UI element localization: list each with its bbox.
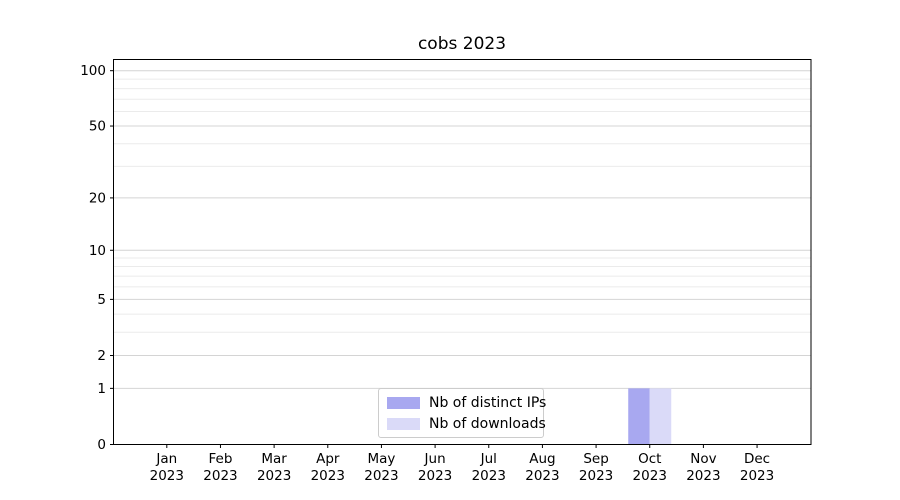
legend-label-distinct-ips: Nb of distinct IPs: [429, 394, 547, 411]
legend-entry-distinct-ips: Nb of distinct IPs: [387, 395, 546, 411]
y-tick-label: 10: [89, 243, 106, 259]
x-tick-label-jan: Jan 2023: [150, 451, 184, 484]
y-tick-label: 1: [97, 381, 106, 397]
legend-entry-downloads: Nb of downloads: [387, 416, 546, 432]
x-tick-label-jul: Jul 2023: [472, 451, 506, 484]
y-tick-label: 20: [89, 190, 106, 206]
x-tick-label-jun: Jun 2023: [418, 451, 452, 484]
x-tick-label-nov: Nov 2023: [686, 451, 720, 484]
plot-border: [113, 59, 812, 445]
legend-swatch-distinct-ips: [387, 396, 420, 409]
x-tick-label-apr: Apr 2023: [311, 451, 345, 484]
chart-title: cobs 2023: [417, 34, 507, 54]
x-tick-label-aug: Aug 2023: [525, 451, 559, 484]
legend: Nb of distinct IPs Nb of downloads: [378, 388, 546, 438]
x-tick-label-dec: Dec 2023: [740, 451, 774, 484]
legend-swatch-downloads: [387, 417, 420, 430]
y-tick-label: 0: [97, 437, 106, 453]
x-tick-label-feb: Feb 2023: [203, 451, 237, 484]
y-tick-label: 5: [97, 292, 106, 308]
bar-oct-series0: [628, 388, 650, 445]
bar-oct-series1: [649, 388, 672, 445]
y-tick-label: 100: [80, 63, 106, 79]
y-tick-label: 50: [89, 119, 106, 135]
x-tick-label-mar: Mar 2023: [257, 451, 291, 484]
legend-label-downloads: Nb of downloads: [429, 415, 546, 432]
x-tick-label-may: May 2023: [364, 451, 398, 484]
x-tick-label-oct: Oct 2023: [633, 451, 667, 484]
y-tick-label: 2: [97, 348, 106, 364]
x-tick-label-sep: Sep 2023: [579, 451, 613, 484]
